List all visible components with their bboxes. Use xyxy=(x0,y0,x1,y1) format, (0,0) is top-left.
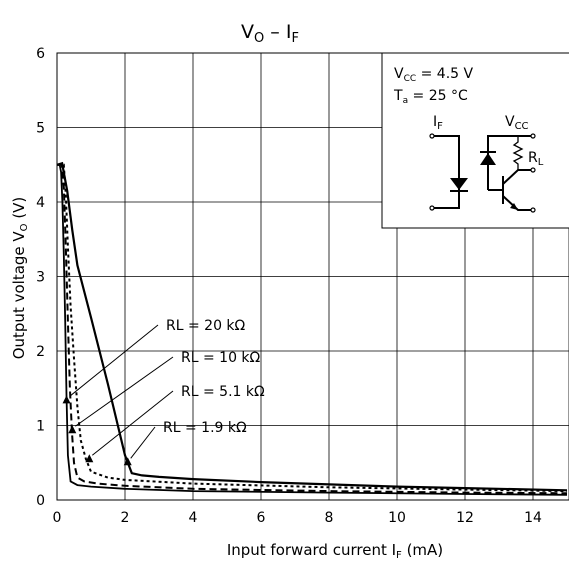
led-diode-symbol xyxy=(450,178,468,190)
y-axis-label: Output voltage VO (V) xyxy=(10,197,30,360)
y-tick-label: 4 xyxy=(36,195,45,211)
series-label-0: RL = 20 kΩ xyxy=(166,318,246,334)
series-line-1 xyxy=(57,163,568,495)
circuit-schematic: IF VCC RL xyxy=(429,114,544,213)
series-line-3 xyxy=(56,161,568,492)
series-line-2 xyxy=(57,163,568,493)
y-tick-label: 5 xyxy=(36,121,45,137)
series-leader-3 xyxy=(130,426,156,459)
series-label-1: RL = 10 kΩ xyxy=(181,350,261,366)
x-tick-label: 10 xyxy=(388,510,406,526)
x-tick-label: 14 xyxy=(524,510,542,526)
series-label-2: RL = 5.1 kΩ xyxy=(181,384,265,400)
x-tick-label: 2 xyxy=(121,510,130,526)
series-marker-3 xyxy=(123,457,132,466)
x-tick-label: 4 xyxy=(189,510,198,526)
vcc-condition: VCC = 4.5 V xyxy=(394,66,474,84)
series-leader-1 xyxy=(75,356,174,427)
series-label-3: RL = 1.9 kΩ xyxy=(163,420,247,436)
curve-labels: RL = 20 kΩ RL = 10 kΩ RL = 5.1 kΩ RL = 1.9 … xyxy=(69,318,265,459)
schematic-if-label: IF xyxy=(433,114,443,132)
x-tick-label: 12 xyxy=(456,510,474,526)
curves xyxy=(56,161,568,496)
x-axis-label: Input forward current IF (mA) xyxy=(227,541,443,561)
x-tick-label: 6 xyxy=(257,510,266,526)
x-tick-label: 8 xyxy=(325,510,334,526)
y-tick-labels: 0 1 2 3 4 5 6 xyxy=(36,46,45,509)
series-marker-2 xyxy=(85,454,94,463)
photo-diode-symbol xyxy=(480,153,496,165)
y-tick-label: 1 xyxy=(36,419,45,435)
ta-condition: Ta = 25 °C xyxy=(393,88,468,106)
series-leader-2 xyxy=(91,390,174,456)
series-leader-0 xyxy=(69,324,159,397)
x-tick-labels: 0 2 4 6 8 10 12 14 xyxy=(53,510,542,526)
load-resistor-symbol xyxy=(512,136,524,170)
y-tick-label: 6 xyxy=(36,46,45,62)
series-line-0 xyxy=(57,163,568,496)
y-tick-label: 3 xyxy=(36,270,45,286)
plot-frame xyxy=(56,52,569,501)
inset-box: VCC = 4.5 V Ta = 25 °C IF VCC xyxy=(381,52,569,229)
series-marker-1 xyxy=(68,425,77,434)
schematic-rl-label: RL xyxy=(528,150,544,168)
schematic-vcc-label: VCC xyxy=(505,114,529,132)
y-tick-label: 2 xyxy=(36,344,45,360)
y-tick-label: 0 xyxy=(36,493,45,509)
chart-title: VO – IF xyxy=(241,21,299,46)
x-tick-label: 0 xyxy=(53,510,62,526)
series-marker-0 xyxy=(62,395,71,404)
